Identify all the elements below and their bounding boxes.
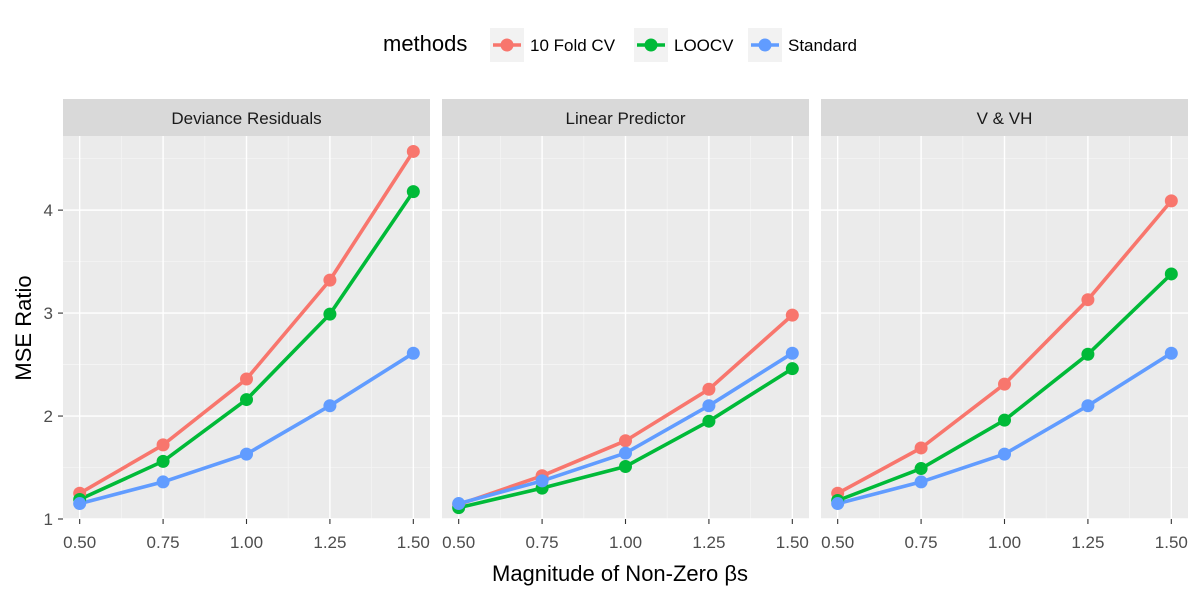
x-tick-label: 1.00: [988, 533, 1021, 552]
facet-strip-label: Linear Predictor: [565, 109, 685, 128]
data-point-loocv: [156, 454, 170, 468]
data-point-standard: [73, 497, 87, 511]
x-tick-label: 1.00: [609, 533, 642, 552]
x-tick-label: 0.75: [526, 533, 559, 552]
data-point-standard: [240, 447, 253, 461]
facet-strip-label: V & VH: [977, 109, 1033, 128]
data-point-10-fold-cv: [998, 377, 1011, 391]
data-point-10-fold-cv: [785, 308, 799, 322]
panel-linear-predictor: Linear Predictor: [442, 99, 809, 520]
x-tick-label: 1.00: [230, 533, 263, 552]
x-tick-label: 0.75: [147, 533, 180, 552]
facet-strip-label: Deviance Residuals: [171, 109, 321, 128]
data-point-standard: [452, 497, 466, 511]
data-point-10-fold-cv: [914, 441, 928, 455]
data-point-standard: [535, 474, 549, 488]
data-point-standard: [619, 446, 632, 460]
x-axis-title: Magnitude of Non-Zero βs: [492, 561, 748, 586]
legend-entry-loocv: LOOCV: [634, 28, 734, 62]
x-tick-label: 0.50: [821, 533, 854, 552]
data-point-loocv: [998, 413, 1011, 427]
data-point-standard: [914, 475, 928, 489]
data-point-loocv: [323, 307, 337, 321]
legend: methods 10 Fold CV LOOCV Standard: [383, 28, 857, 62]
data-point-10-fold-cv: [156, 438, 170, 452]
data-point-standard: [831, 497, 845, 511]
legend-entry-10-fold-cv: 10 Fold CV: [490, 28, 616, 62]
data-point-standard: [1081, 399, 1095, 413]
legend-entry-standard: Standard: [748, 28, 857, 62]
data-point-standard: [702, 399, 716, 413]
data-point-10-fold-cv: [323, 273, 337, 287]
legend-key-point: [644, 38, 658, 52]
data-point-10-fold-cv: [406, 144, 420, 158]
y-tick-label: 2: [44, 407, 53, 426]
legend-key-point: [758, 38, 772, 52]
y-tick-label: 3: [44, 304, 53, 323]
facet-strip: [442, 99, 809, 136]
legend-title: methods: [383, 31, 467, 56]
data-point-standard: [998, 447, 1011, 461]
x-tick-label: 1.50: [397, 533, 430, 552]
y-axis: 1 2 3 4: [44, 201, 63, 529]
x-axes: 0.50 0.75 1.00 1.25 1.50 0.50 0.75 1.00 1.25 1.50…: [63, 519, 1188, 552]
data-point-loocv: [785, 362, 799, 376]
data-point-10-fold-cv: [1164, 194, 1178, 208]
legend-label: 10 Fold CV: [530, 36, 616, 55]
data-point-standard: [156, 475, 170, 489]
data-point-loocv: [1164, 267, 1178, 281]
data-point-10-fold-cv: [702, 382, 716, 396]
data-point-loocv: [406, 185, 420, 199]
legend-key-point: [500, 38, 514, 52]
data-point-standard: [1164, 346, 1178, 360]
data-point-10-fold-cv: [1081, 293, 1095, 307]
data-point-10-fold-cv: [240, 372, 253, 386]
x-tick-label: 0.50: [442, 533, 475, 552]
facet-strip: [63, 99, 430, 136]
facet-panels: Deviance Residuals Linear Predictor V & VH: [63, 99, 1188, 520]
x-tick-label: 0.50: [63, 533, 96, 552]
data-point-10-fold-cv: [619, 434, 632, 448]
legend-entries: 10 Fold CV LOOCV Standard: [490, 28, 857, 62]
x-tick-label: 1.50: [1155, 533, 1188, 552]
facet-strip: [821, 99, 1188, 136]
x-tick-label: 1.25: [313, 533, 346, 552]
legend-label: Standard: [788, 36, 857, 55]
panel-deviance-residuals: Deviance Residuals: [63, 99, 430, 520]
y-tick-label: 1: [44, 510, 53, 529]
y-axis-title: MSE Ratio: [11, 275, 36, 380]
data-point-standard: [406, 346, 420, 360]
x-tick-label: 1.25: [692, 533, 725, 552]
x-tick-label: 0.75: [905, 533, 938, 552]
x-tick-label: 1.25: [1071, 533, 1104, 552]
data-point-loocv: [619, 459, 632, 473]
data-point-loocv: [702, 414, 716, 428]
panel-v-vh: V & VH: [821, 99, 1188, 520]
legend-label: LOOCV: [674, 36, 734, 55]
x-tick-label: 1.50: [776, 533, 809, 552]
data-point-loocv: [1081, 347, 1095, 361]
data-point-loocv: [914, 462, 928, 476]
y-tick-label: 4: [44, 201, 53, 220]
data-point-standard: [785, 346, 799, 360]
data-point-standard: [323, 399, 337, 413]
data-point-loocv: [240, 393, 253, 407]
